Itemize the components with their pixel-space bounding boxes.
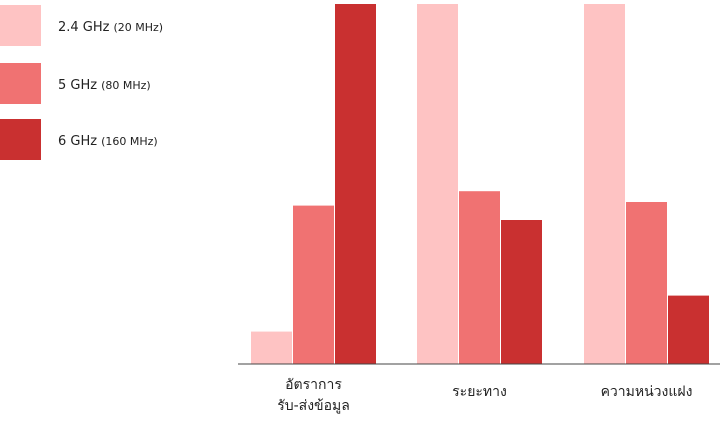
bar [251, 331, 292, 364]
bar [293, 205, 334, 364]
category-label-line: ความหน่วงแฝง [601, 384, 693, 400]
category-label-line: รับ-ส่งข้อมูล [277, 398, 350, 414]
legend-channel-width: (20 MHz) [113, 20, 164, 34]
category-labels-group: อัตราการรับ-ส่งข้อมูล ระยะทาง ความหน่วงแฝง [277, 377, 692, 414]
category-label: อัตราการรับ-ส่งข้อมูล [277, 377, 350, 414]
legend-channel-width: (160 MHz) [101, 134, 158, 148]
bar [668, 295, 709, 364]
legend-item-6ghz: 6 GHz (160 MHz) [0, 118, 158, 160]
bar [459, 191, 500, 364]
legend-channel-width: (80 MHz) [101, 78, 151, 92]
legend-item-5ghz: 5 GHz (80 MHz) [0, 62, 151, 104]
legend-band-label: 2.4 GHz [58, 19, 110, 35]
bars-group [251, 4, 709, 364]
bar [626, 202, 667, 364]
legend-swatch-2-4ghz [0, 4, 41, 46]
bar [335, 4, 376, 364]
legend-band-label: 5 GHz [58, 77, 98, 93]
legend-item-2-4ghz: 2.4 GHz (20 MHz) [0, 4, 163, 46]
legend-swatch-5ghz [0, 62, 41, 104]
category-label-line: อัตราการ [285, 377, 342, 393]
category-label-line: ระยะทาง [452, 384, 507, 400]
bar [417, 4, 458, 364]
legend-swatch-6ghz [0, 118, 41, 160]
category-label: ระยะทาง [452, 384, 507, 400]
legend-band-label: 6 GHz [58, 133, 98, 149]
bar [501, 220, 542, 364]
bar [584, 4, 625, 364]
category-label: ความหน่วงแฝง [601, 384, 693, 400]
